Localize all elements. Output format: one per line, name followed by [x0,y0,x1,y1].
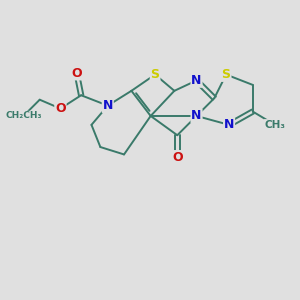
Text: CH₃: CH₃ [264,120,285,130]
Text: N: N [103,99,113,112]
Text: N: N [191,110,202,122]
Text: O: O [55,102,66,115]
Text: CH₂CH₃: CH₂CH₃ [5,112,42,121]
Text: N: N [191,74,202,87]
Text: N: N [224,118,234,131]
Text: S: S [151,68,160,81]
Text: O: O [71,67,82,80]
Text: O: O [172,151,183,164]
Text: S: S [222,68,231,81]
